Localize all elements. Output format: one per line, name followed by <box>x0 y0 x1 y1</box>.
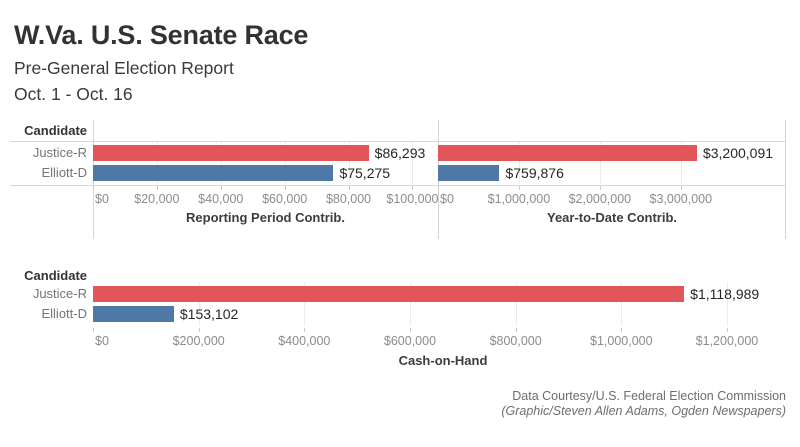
axis-tick-mark <box>304 328 306 332</box>
axis-tick-mark <box>680 186 682 190</box>
axis-tick-mark <box>518 186 520 190</box>
axis-tick-mark <box>438 186 439 190</box>
gridline <box>304 282 306 326</box>
axis-tick-mark <box>93 328 94 332</box>
axis-tick-mark <box>412 186 414 190</box>
bar-justice-r[interactable] <box>438 145 697 161</box>
axis-tick-mark <box>409 328 411 332</box>
axis-tick-label: $20,000 <box>134 192 180 206</box>
panel-frame <box>10 141 785 186</box>
axis-tick-label: $80,000 <box>325 192 372 206</box>
bar-value-label: $75,275 <box>339 165 391 181</box>
x-axis-reporting-period: $0 $20,000 $40,000 $60,000 $80,000 $100,000 <box>93 186 439 212</box>
axis-tick-label: $2,000,000 <box>568 192 632 206</box>
gridline <box>198 282 200 326</box>
gridline <box>518 142 520 186</box>
axis-tick-label: $0 <box>440 192 454 206</box>
axis-tick-label: $60,000 <box>262 192 308 206</box>
axis-tick-mark <box>515 328 517 332</box>
axis-tick-label: $40,000 <box>198 192 244 206</box>
gridline <box>409 282 411 326</box>
axis-tick-label: $100,000 <box>386 192 439 206</box>
axis-tick-label: $1,000,000 <box>590 334 653 348</box>
gridlines <box>93 282 793 326</box>
bar-value-label: $86,293 <box>374 145 426 161</box>
bar-justice-r[interactable] <box>93 145 369 161</box>
bar-justice-r[interactable] <box>93 286 685 302</box>
panel-right-border <box>785 120 786 239</box>
bar-value-label: $1,118,989 <box>690 286 760 302</box>
contributions-chart-block: Candidate Justice-R Elliott-D $86,293 $7… <box>8 120 786 242</box>
axis-tick-mark <box>726 328 728 332</box>
gridline <box>412 142 414 186</box>
gridline <box>680 142 682 186</box>
axis-title-reporting-period: Reporting Period Contrib. <box>186 210 345 225</box>
gridline <box>515 282 517 326</box>
gridlines <box>438 142 786 186</box>
gridline <box>348 142 350 186</box>
row-label-justice-r: Justice-R <box>32 145 87 160</box>
row-label-elliott-d: Elliott-D <box>41 306 87 321</box>
bar-value-label: $3,200,091 <box>702 145 774 161</box>
gridlines <box>93 142 438 186</box>
cash-on-hand-panel: $1,118,989 $153,102 <box>93 262 793 328</box>
axis-tick-mark <box>220 186 222 190</box>
bar-elliott-d[interactable] <box>93 165 334 181</box>
axis-tick-mark <box>198 328 200 332</box>
axis-tick-label: $600,000 <box>383 334 437 348</box>
axis-title-cash-on-hand: Cash-on-Hand <box>398 353 488 368</box>
x-axis-year-to-date: $0 $1,000,000 $2,000,000 $3,000,000 <box>438 186 786 212</box>
page-subtitle: Pre-General Election Report <box>14 58 234 78</box>
data-source-credit: Data Courtesy/U.S. Federal Election Comm… <box>512 389 786 403</box>
axis-title-year-to-date: Year-to-Date Contrib. <box>546 210 677 225</box>
bar-value-label: $759,876 <box>505 165 564 181</box>
axis-tick-label: $200,000 <box>172 334 225 348</box>
gridline <box>726 282 728 326</box>
bar-value-label: $153,102 <box>179 306 239 322</box>
axis-tick-mark <box>348 186 350 190</box>
page-title: W.Va. U.S. Senate Race <box>14 20 309 50</box>
cash-on-hand-chart-block: Candidate Justice-R Elliott-D $1,118,989… <box>8 262 793 377</box>
bar-elliott-d[interactable] <box>438 165 500 181</box>
year-to-date-panel: $3,200,091 $759,876 <box>438 120 786 186</box>
reporting-period-panel: $86,293 $75,275 <box>93 120 438 186</box>
axis-tick-mark <box>599 186 601 190</box>
axis-tick-label: $1,000,000 <box>487 192 551 206</box>
axis-tick-mark <box>156 186 158 190</box>
gridline <box>220 142 222 186</box>
column-header-candidate: Candidate <box>24 123 87 138</box>
axis-tick-label: $0 <box>95 192 109 206</box>
axis-tick-label: $1,200,000 <box>695 334 759 348</box>
gridline <box>284 142 286 186</box>
axis-tick-mark <box>93 186 94 190</box>
graphic-credit: (Graphic/Steven Allen Adams, Ogden Newsp… <box>501 403 786 418</box>
row-label-elliott-d: Elliott-D <box>41 165 87 180</box>
gridline <box>621 282 623 326</box>
footer-credits: Data Courtesy/U.S. Federal Election Comm… <box>501 389 786 418</box>
gridline <box>599 142 601 186</box>
date-range: Oct. 1 - Oct. 16 <box>14 84 133 104</box>
axis-tick-label: $400,000 <box>278 334 331 348</box>
x-axis-cash-on-hand: $0 $200,000 $400,000 $600,000 $800,000 $1,000… <box>93 328 793 354</box>
axis-tick-label: $0 <box>95 334 109 348</box>
bar-elliott-d[interactable] <box>93 306 174 322</box>
axis-tick-mark <box>284 186 286 190</box>
axis-tick-mark <box>621 328 623 332</box>
row-label-justice-r: Justice-R <box>32 286 87 301</box>
axis-tick-label: $3,000,000 <box>649 192 713 206</box>
column-header-candidate: Candidate <box>24 268 87 283</box>
gridline <box>156 142 158 186</box>
axis-tick-label: $800,000 <box>489 334 542 348</box>
